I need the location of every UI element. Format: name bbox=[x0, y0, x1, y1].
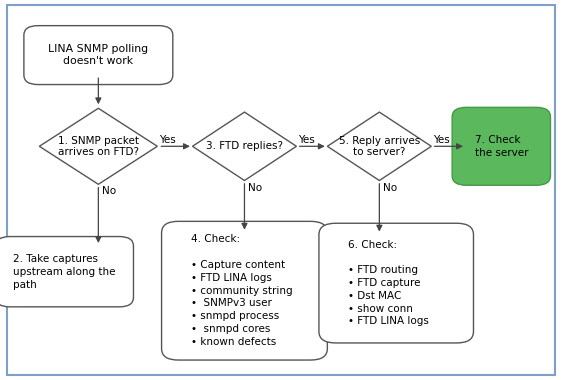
FancyBboxPatch shape bbox=[319, 223, 473, 343]
Text: 4. Check:

• Capture content
• FTD LINA logs
• community string
•  SNMPv3 user
•: 4. Check: • Capture content • FTD LINA l… bbox=[191, 234, 292, 347]
Text: Yes: Yes bbox=[433, 135, 450, 145]
Text: 3. FTD replies?: 3. FTD replies? bbox=[206, 141, 283, 151]
Text: 2. Take captures
upstream along the
path: 2. Take captures upstream along the path bbox=[13, 254, 116, 290]
FancyBboxPatch shape bbox=[7, 5, 555, 375]
Text: 5. Reply arrives
to server?: 5. Reply arrives to server? bbox=[339, 136, 420, 157]
FancyBboxPatch shape bbox=[162, 221, 327, 360]
Text: No: No bbox=[248, 183, 262, 193]
Text: LINA SNMP polling
doesn't work: LINA SNMP polling doesn't work bbox=[48, 44, 148, 66]
Text: Yes: Yes bbox=[159, 135, 176, 145]
FancyBboxPatch shape bbox=[452, 107, 551, 185]
FancyBboxPatch shape bbox=[0, 236, 134, 307]
Text: 7. Check
the server: 7. Check the server bbox=[474, 135, 528, 158]
Text: 1. SNMP packet
arrives on FTD?: 1. SNMP packet arrives on FTD? bbox=[58, 136, 139, 157]
FancyBboxPatch shape bbox=[24, 26, 173, 85]
Polygon shape bbox=[39, 108, 157, 184]
Text: Yes: Yes bbox=[298, 135, 315, 145]
Polygon shape bbox=[192, 112, 297, 180]
Polygon shape bbox=[327, 112, 432, 180]
Text: No: No bbox=[383, 183, 397, 193]
Text: 6. Check:

• FTD routing
• FTD capture
• Dst MAC
• show conn
• FTD LINA logs: 6. Check: • FTD routing • FTD capture • … bbox=[348, 240, 429, 326]
Text: No: No bbox=[102, 186, 116, 196]
